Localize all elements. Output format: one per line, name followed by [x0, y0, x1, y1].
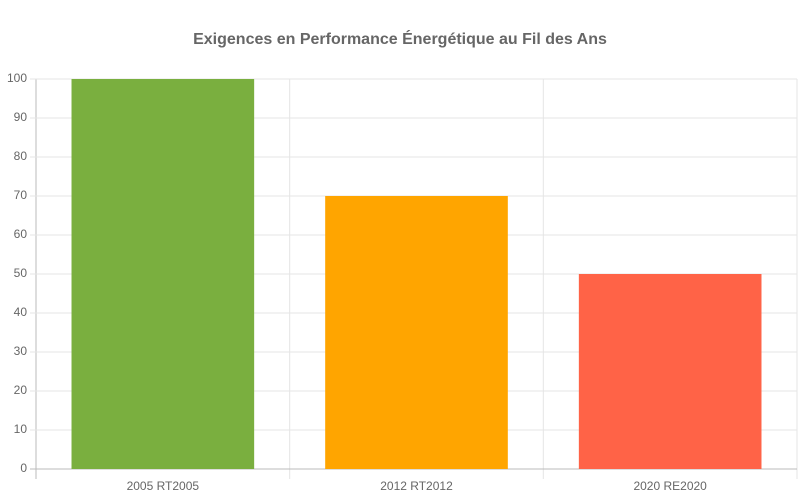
y-tick-label: 90 [14, 110, 28, 124]
bar [71, 79, 255, 469]
y-tick-label: 70 [14, 188, 28, 202]
bar [325, 196, 508, 469]
x-tick-label: 2012 RT2012 [380, 479, 453, 493]
y-tick-label: 0 [20, 461, 27, 475]
y-tick-label: 40 [14, 305, 28, 319]
y-tick-label: 50 [14, 266, 28, 280]
y-tick-label: 60 [14, 227, 28, 241]
y-tick-label: 20 [14, 383, 28, 397]
x-tick-label: 2020 RE2020 [633, 479, 707, 493]
chart-title: Exigences en Performance Énergétique au … [193, 29, 607, 48]
y-tick-label: 10 [14, 422, 28, 436]
y-tick-label: 80 [14, 149, 28, 163]
y-tick-label: 30 [14, 344, 28, 358]
bar [578, 274, 762, 469]
y-tick-label: 100 [7, 71, 27, 85]
x-tick-label: 2005 RT2005 [127, 479, 200, 493]
